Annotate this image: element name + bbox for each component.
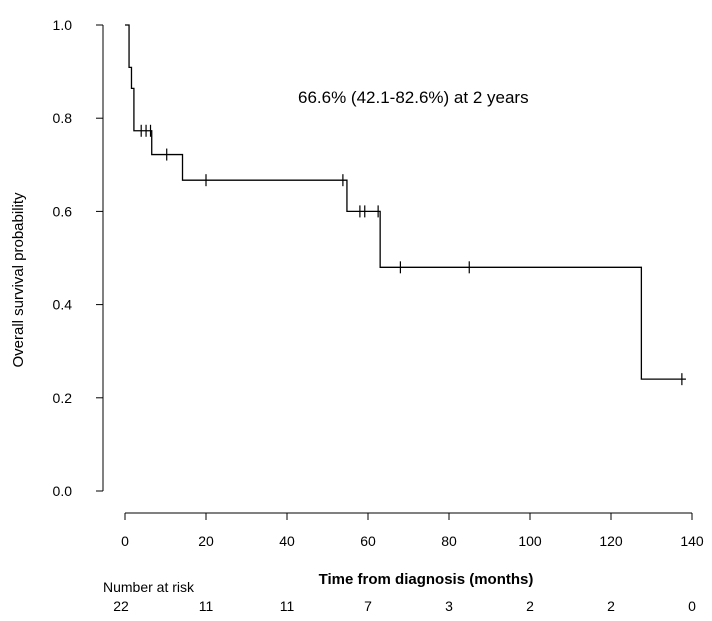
x-tick-label: 80 [441,533,457,549]
x-tick-label: 120 [599,533,623,549]
y-tick-label: 0.4 [53,297,73,313]
y-tick-label: 1.0 [53,17,73,33]
risk-count: 0 [688,598,696,614]
y-tick-label: 0.0 [53,483,73,499]
x-axis-title: Time from diagnosis (months) [319,571,534,588]
y-tick-label: 0.2 [53,390,73,406]
x-tick-label: 140 [680,533,704,549]
risk-table-label: Number at risk [103,579,195,595]
y-axis-title: Overall survival probability [10,192,27,368]
y-tick-label: 0.8 [53,110,73,126]
risk-table: 22 11 11 7 3 2 2 0 [113,598,696,614]
x-tick-label: 40 [279,533,295,549]
x-tick-label: 100 [518,533,542,549]
risk-count: 22 [113,598,129,614]
survival-curve [125,24,686,380]
y-tick-label: 0.6 [53,203,73,219]
x-tick-label: 0 [121,533,129,549]
risk-count: 11 [280,598,295,614]
risk-count: 11 [199,598,214,614]
risk-count: 2 [526,598,534,614]
risk-count: 2 [607,598,615,614]
risk-count: 3 [445,598,453,614]
x-tick-label: 60 [360,533,376,549]
annotation-label: 66.6% (42.1-82.6%) at 2 years [298,88,529,107]
plot-area [125,24,686,386]
risk-count: 7 [364,598,372,614]
x-tick-label: 20 [198,533,214,549]
axes: 0.0 0.2 0.4 0.6 0.8 1.0 0 20 40 60 80 100 120 140 [53,17,704,549]
